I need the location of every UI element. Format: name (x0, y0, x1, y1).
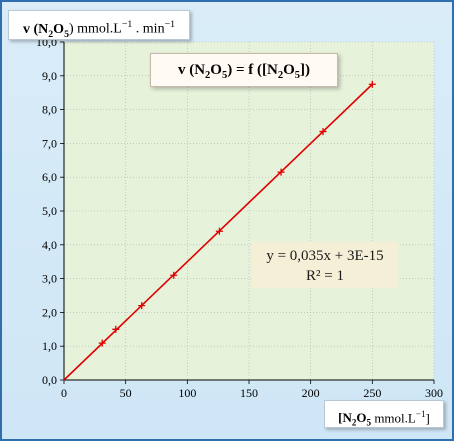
data-point (98, 339, 106, 347)
y-tick-label: 9,0 (42, 69, 57, 83)
x-tick-label: 150 (240, 386, 258, 400)
data-point (112, 325, 120, 333)
data-point (277, 168, 285, 176)
r-squared-text: R² = 1 (306, 268, 344, 284)
y-tick-label: 5,0 (42, 204, 57, 218)
trendline-equation: y = 0,035x + 3E-15 R² = 1 (252, 242, 398, 288)
y-tick-label: 4,0 (42, 238, 57, 252)
data-point (368, 80, 376, 88)
data-point (215, 227, 223, 235)
y-tick-label: 0,0 (42, 373, 57, 387)
y-tick-label: 3,0 (42, 272, 57, 286)
y-tick-label: 6,0 (42, 170, 57, 184)
x-axis-label: [N2O5 mmol.L−1] (324, 400, 444, 428)
x-tick-label: 200 (302, 386, 320, 400)
equation-text: y = 0,035x + 3E-15 (266, 248, 384, 264)
y-tick-label: 7,0 (42, 136, 57, 150)
y-tick-label: 8,0 (42, 103, 57, 117)
data-point (138, 302, 146, 310)
y-tick-label: 1,0 (42, 339, 57, 353)
x-tick-label: 100 (178, 386, 196, 400)
data-point (319, 128, 327, 136)
data-point (170, 271, 178, 279)
x-tick-label: 0 (61, 386, 67, 400)
x-tick-label: 300 (425, 386, 443, 400)
y-tick-label: 2,0 (42, 305, 57, 319)
y-axis-label: v (N2O5) mmol.L−1 . min−1 (8, 10, 190, 40)
chart-title: v (N2O5) = f ([N2O5]) (150, 53, 338, 87)
x-tick-label: 50 (120, 386, 132, 400)
x-tick-label: 250 (363, 386, 381, 400)
